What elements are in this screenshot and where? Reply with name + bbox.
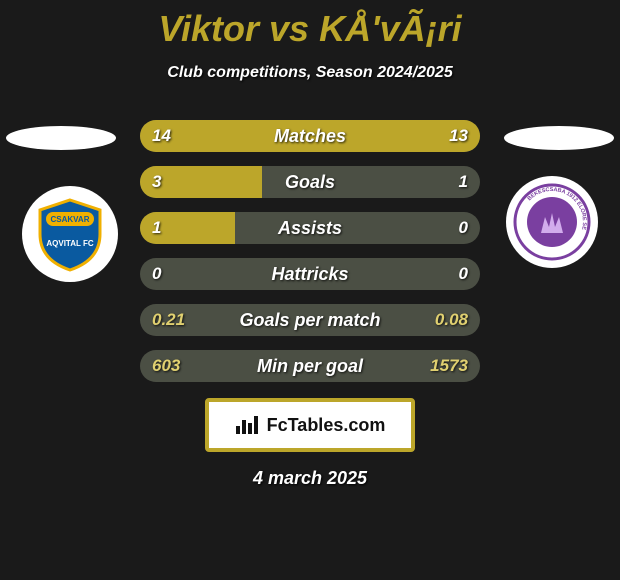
stats-bars: 1413Matches31Goals10Assists00Hattricks0.… xyxy=(140,120,480,382)
stat-value-right: 13 xyxy=(449,120,468,152)
vs-separator: vs xyxy=(269,8,309,49)
date-label: 4 march 2025 xyxy=(0,468,620,489)
svg-text:CSAKVAR: CSAKVAR xyxy=(51,215,90,224)
stat-value-left: 1 xyxy=(152,212,161,244)
svg-text:AQVITAL FC: AQVITAL FC xyxy=(46,239,93,248)
stat-value-right: 1573 xyxy=(430,350,468,382)
stat-bar: 0.21 0.08Goals per match xyxy=(140,304,480,336)
player1-name: Viktor xyxy=(158,8,259,49)
stat-value-right: 0 xyxy=(459,258,468,290)
club-badge-right: BEKESCSABA 1912 ELORE SE xyxy=(506,176,598,268)
stat-value-left: 603 xyxy=(152,350,180,382)
bar-chart-icon xyxy=(235,414,261,436)
ellipse-right xyxy=(504,126,614,150)
stat-label: Goals per match xyxy=(140,304,480,336)
shield-icon: BEKESCSABA 1912 ELORE SE xyxy=(513,183,591,261)
stat-bar: 0 0Hattricks xyxy=(140,258,480,290)
stat-bar: 1413Matches xyxy=(140,120,480,152)
stat-label: Min per goal xyxy=(140,350,480,382)
ellipse-left xyxy=(6,126,116,150)
brand-footer: FcTables.com xyxy=(205,398,415,452)
stat-bar: 31Goals xyxy=(140,166,480,198)
stat-value-left: 3 xyxy=(152,166,161,198)
stat-bar: 10Assists xyxy=(140,212,480,244)
subtitle: Club competitions, Season 2024/2025 xyxy=(0,64,620,82)
player2-name: KÅ'vÃ¡ri xyxy=(319,8,462,49)
stat-value-right: 0.08 xyxy=(435,304,468,336)
stat-value-left: 14 xyxy=(152,120,171,152)
stat-value-left: 0 xyxy=(152,258,161,290)
stat-value-left: 0.21 xyxy=(152,304,185,336)
club-badge-left: CSAKVAR AQVITAL FC xyxy=(22,186,118,282)
comparison-title: Viktor vs KÅ'vÃ¡ri xyxy=(0,0,620,50)
stat-value-right: 0 xyxy=(459,212,468,244)
stat-bar: 603 1573Min per goal xyxy=(140,350,480,382)
brand-text: FcTables.com xyxy=(267,415,386,436)
stat-label: Hattricks xyxy=(140,258,480,290)
stat-value-right: 1 xyxy=(459,166,468,198)
shield-icon: CSAKVAR AQVITAL FC xyxy=(30,194,110,274)
